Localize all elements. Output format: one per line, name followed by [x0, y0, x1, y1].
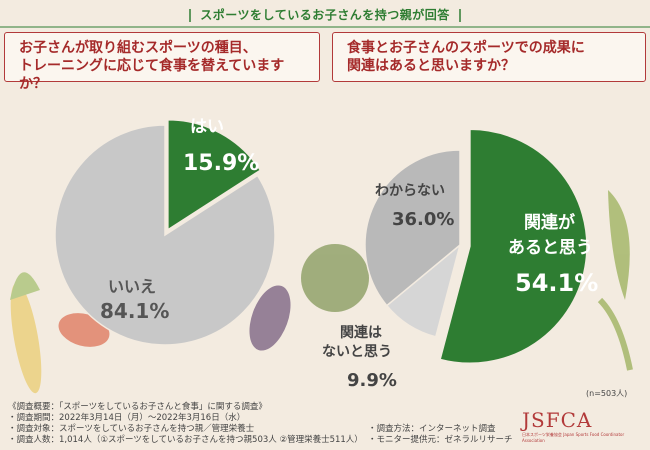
value-no: 84.1%	[100, 299, 169, 323]
label-yes: はい	[190, 117, 224, 137]
banner-title: スポーツをしているお子さんを持つ親が回答	[200, 8, 450, 22]
corn-icon	[10, 282, 42, 394]
pie-chart-left	[54, 118, 276, 346]
value-yes: 15.9%	[183, 151, 259, 176]
pie-slice-right-2	[364, 149, 461, 307]
logo-text: JSFCA	[522, 408, 593, 432]
eggplant-icon	[249, 285, 291, 351]
pie-slice-left-1	[54, 124, 276, 346]
footer-line4: ・調査人数：1,014人（①スポーツをしているお子さんを持つ親503人 ②管理栄…	[8, 435, 363, 445]
question-box-right: 食事とお子さんのスポーツでの成果に 関連はあると思いますか？	[332, 32, 646, 82]
footer-line3: ・調査対象：スポーツをしているお子さんを持つ親／管理栄養士	[8, 424, 255, 434]
label-related-line2: あると思う	[508, 238, 593, 258]
value-unknown: 36.0%	[392, 209, 454, 230]
footer-line1: 《調査概要：「スポーツをしているお子さんと食事」に関する調査》	[8, 402, 267, 412]
top-banner	[0, 0, 650, 30]
label-not-related-line1: 関連は	[340, 324, 382, 341]
question-right-line2: 関連はあると思いますか？	[347, 58, 515, 74]
value-not-related: 9.9%	[347, 370, 397, 391]
label-not-related-line2: ないと思う	[322, 344, 392, 360]
value-related: 54.1%	[515, 269, 598, 297]
sample-size-note: (n=503人)	[586, 389, 628, 398]
question-right-line1: 食事とお子さんのスポーツでの成果に	[347, 40, 585, 56]
pie-slice-left-0	[167, 118, 262, 232]
footer-method: ・調査方法：インターネット調査	[368, 424, 496, 434]
footer-monitor: ・モニター提供元：ゼネラルリサーチ	[368, 435, 513, 445]
pumpkin-icon	[301, 244, 369, 312]
okra-icon	[608, 190, 630, 300]
label-unknown: わからない	[375, 183, 445, 199]
pie-chart-right	[364, 128, 588, 364]
question-box-left: お子さんが取り組むスポーツの種目、 トレーニングに応じて食事を替えていますか？	[4, 32, 320, 92]
label-related-line1: 関連が	[524, 212, 575, 233]
survey-footer: 《調査概要：「スポーツをしているお子さんと食事」に関する調査》 ・調査期間：20…	[8, 402, 528, 446]
question-left-line1: お子さんが取り組むスポーツの種目、	[19, 40, 257, 56]
survey-footer-right: ・調査方法：インターネット調査 ・モニター提供元：ゼネラルリサーチ	[368, 424, 513, 446]
banner-underline	[0, 9, 650, 28]
pie-slice-right-0	[439, 128, 588, 364]
question-left: お子さんが取り組むスポーツの種目、 トレーニングに応じて食事を替えていますか？	[19, 39, 309, 93]
question-left-line2: トレーニングに応じて食事を替えていますか？	[19, 58, 285, 92]
corn-leaf-icon	[10, 272, 40, 300]
bean-icon	[597, 297, 633, 371]
label-no: いいえ	[108, 277, 156, 296]
jsfca-logo: JSFCA 日本スポーツ栄養協会 Japan Sports Food Coord…	[522, 408, 642, 443]
footer-line2: ・調査期間：2022年3月14日（月）～2022年3月16日（水）	[8, 413, 246, 423]
question-right: 食事とお子さんのスポーツでの成果に 関連はあると思いますか？	[347, 39, 635, 75]
logo-subtext: 日本スポーツ栄養協会 Japan Sports Food Coordinator…	[522, 432, 625, 443]
